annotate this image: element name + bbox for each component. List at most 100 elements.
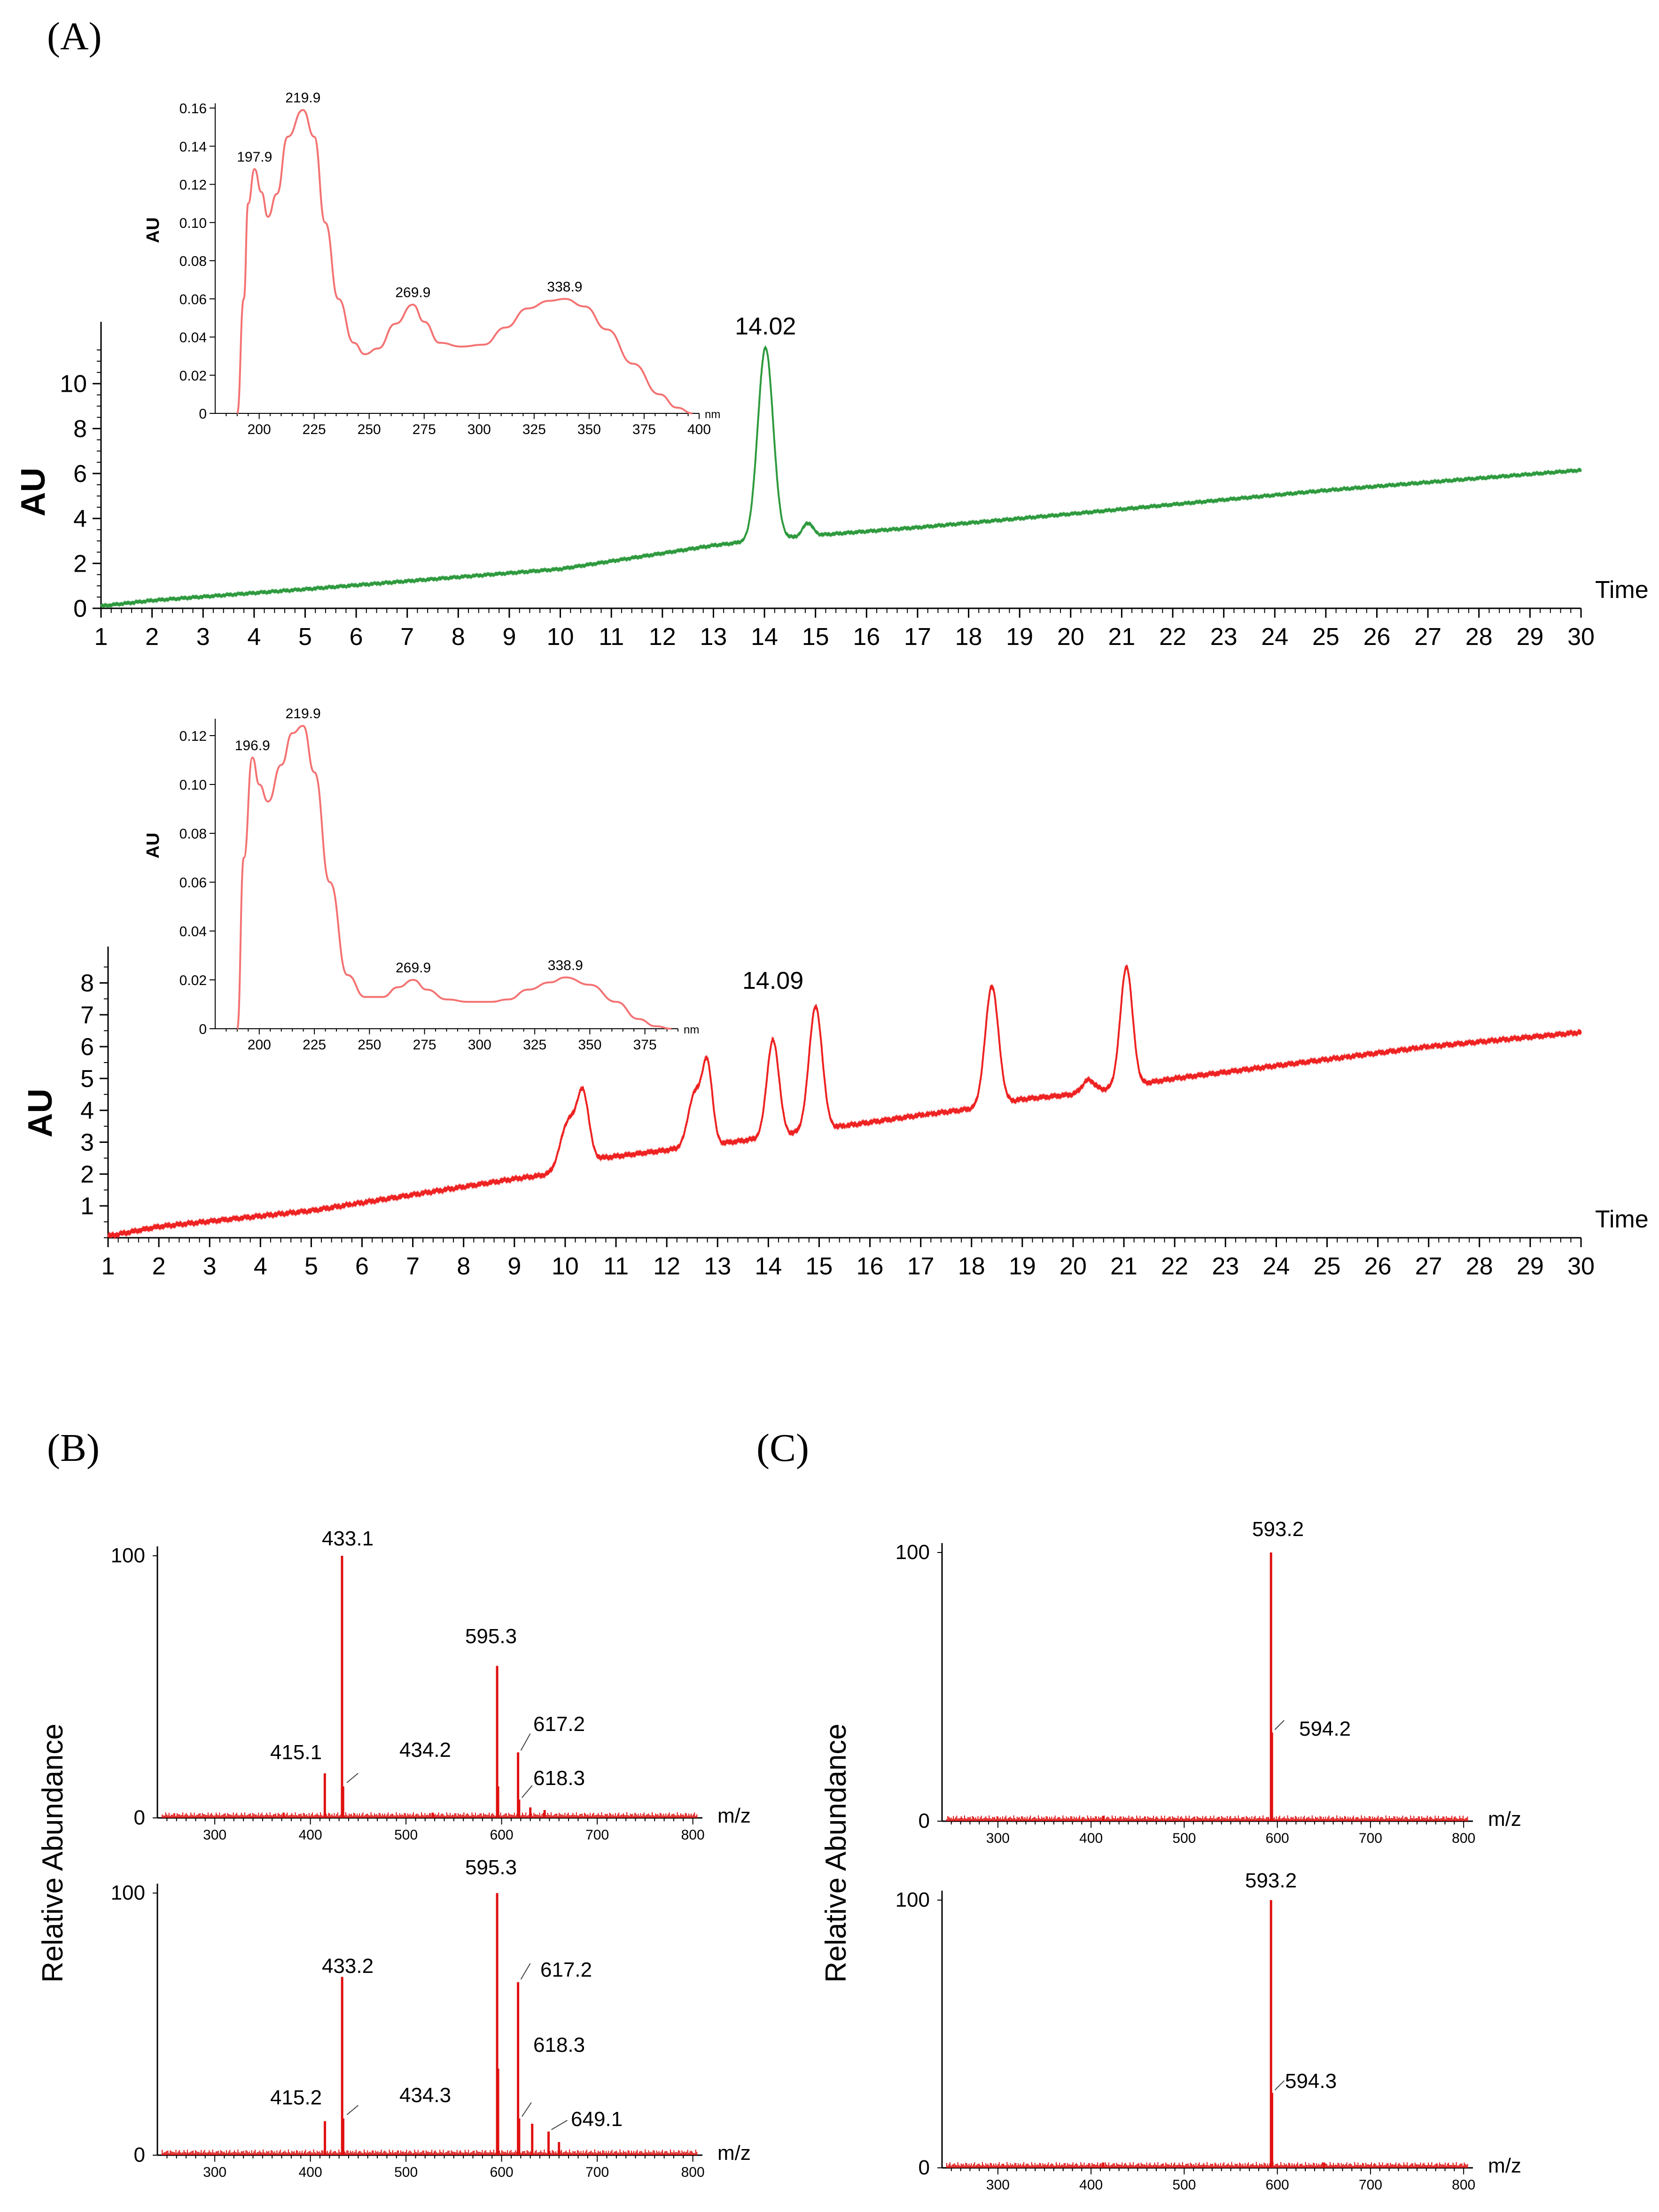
x-tick-label: 24	[1262, 1253, 1290, 1280]
mass-spectrum-ms_c_top: 300 400 500 600 700 800 0 100 m/z 593.2 594.2	[896, 1518, 1521, 1846]
ms-x-axis-title: m/z	[1488, 1808, 1521, 1831]
x-tick-label: 4	[254, 1253, 267, 1280]
ms-label-leader	[520, 1963, 531, 1980]
x-tick-label: 10	[552, 1253, 579, 1280]
x-axis-title: Time	[1595, 1206, 1649, 1233]
x-tick-label: 17	[907, 1253, 935, 1280]
ms-x-tick-label: 800	[681, 1827, 705, 1843]
ms-label-leader	[522, 2102, 532, 2117]
ms-x-tick-label: 700	[1359, 2177, 1382, 2193]
uv-y-tick-label: 0.08	[179, 826, 207, 842]
uv-x-tick-label: 275	[413, 1037, 436, 1053]
ms-peak-label: 434.2	[399, 1739, 451, 1762]
ms-x-tick-label: 300	[203, 1827, 226, 1843]
ms-peak-label: 415.2	[270, 2086, 322, 2109]
x-tick-label: 11	[599, 623, 624, 651]
x-tick-label: 27	[1415, 1253, 1442, 1280]
ms-x-tick-label: 400	[1079, 2177, 1103, 2193]
chromatogram-chrom_top: 1 2 3 4 5 6 7 8 9 10 11 12 13 14 15 16 17 18 19 20 21 22 23 24 2…	[15, 313, 1649, 651]
ms-noise	[946, 2162, 1468, 2168]
peak-label: 14.02	[735, 313, 796, 340]
x-tick-label: 1	[94, 623, 108, 651]
x-tick-label: 13	[704, 1253, 731, 1280]
x-tick-label: 9	[503, 623, 516, 651]
mass-spectrum-ms_b_top: 300 400 500 600 700 800 0 100 m/z 433.1 595.3 415.1…	[111, 1527, 751, 1843]
x-axis-title: Time	[1595, 576, 1649, 604]
uv-spectrum-uv_top: 200 225 250 275 300 325 350 375 400 0 0.02 0.04 0.06…	[143, 90, 720, 437]
y-tick-label: 6	[80, 1033, 94, 1061]
uv-x-tick-label: 250	[358, 1037, 381, 1053]
y-tick-label: 8	[73, 415, 87, 442]
uv-x-tick-label: 350	[577, 422, 601, 437]
ms-x-tick-label: 800	[681, 2165, 705, 2180]
ms-peak-label: 433.1	[322, 1527, 374, 1550]
uv-peak-label: 197.9	[237, 149, 272, 165]
chromatogram-trace	[100, 345, 1582, 609]
x-tick-label: 28	[1466, 1253, 1493, 1280]
x-tick-label: 20	[1059, 1253, 1087, 1280]
uv-y-tick-label: 0.04	[179, 330, 207, 346]
ms-x-tick-label: 500	[394, 1827, 418, 1843]
uv-y-tick-label: 0.02	[179, 973, 207, 988]
x-tick-label: 30	[1567, 1253, 1595, 1280]
ms-peak-label: 415.1	[270, 1741, 322, 1764]
uv-y-tick-label: 0.14	[179, 139, 207, 155]
ms-noise	[946, 1815, 1468, 1821]
x-tick-label: 21	[1110, 1253, 1137, 1280]
x-tick-label: 3	[196, 623, 210, 651]
ms-x-tick-label: 700	[585, 1827, 609, 1843]
x-tick-label: 12	[653, 1253, 680, 1280]
uv-x-tick-label: 375	[632, 422, 656, 437]
ms-y-tick-label: 100	[111, 1881, 145, 1904]
x-tick-label: 23	[1210, 623, 1238, 651]
ms-peak-label: 594.3	[1285, 2070, 1337, 2093]
y-axis-title: AU	[22, 1089, 59, 1138]
uv-y-tick-label: 0.16	[179, 101, 207, 116]
ms-label-leader	[522, 1785, 533, 1798]
ms-x-tick-label: 300	[203, 2165, 226, 2180]
x-tick-label: 26	[1363, 623, 1391, 651]
x-tick-label: 25	[1314, 1253, 1341, 1280]
uv-x-tick-label: 250	[358, 422, 381, 437]
x-tick-label: 5	[298, 623, 312, 651]
ms-x-tick-label: 800	[1452, 2177, 1475, 2193]
uv-y-tick-label: 0.04	[179, 924, 207, 939]
ms-peak-label: 434.3	[399, 2084, 451, 2107]
plot-area: 1 2 3 4 5 6 7 8 9 10 11 12 13 14 15 16 17 18 19 20 21 22 23 24 2…	[15, 90, 1649, 2193]
x-tick-label: 24	[1261, 623, 1288, 651]
uv-x-tick-label: 300	[468, 1037, 491, 1053]
x-tick-label: 10	[547, 623, 574, 651]
ms-label-leader	[1274, 2080, 1285, 2091]
ms-y-tick-label: 0	[919, 1809, 930, 1832]
uv-peak-label: 338.9	[547, 279, 582, 295]
y-tick-label: 1	[80, 1193, 94, 1220]
x-tick-label: 18	[955, 623, 982, 651]
ms-peak-label: 594.2	[1299, 1717, 1351, 1740]
y-tick-label: 6	[73, 460, 87, 488]
x-tick-label: 20	[1057, 623, 1084, 651]
x-tick-label: 27	[1414, 623, 1441, 651]
x-tick-label: 4	[247, 623, 261, 651]
uv-x-tick-label: 225	[303, 422, 326, 437]
x-tick-label: 25	[1312, 623, 1340, 651]
x-tick-label: 19	[1006, 623, 1033, 651]
y-tick-label: 3	[80, 1129, 94, 1156]
uv-peak-label: 269.9	[395, 285, 430, 300]
y-axis-title: AU	[15, 468, 52, 517]
x-tick-label: 28	[1465, 623, 1493, 651]
x-tick-label: 5	[304, 1253, 318, 1280]
mass-spectrum-ms_b_bottom: 300 400 500 600 700 800 0 100 m/z 595.3 433.2 617.2…	[111, 1856, 751, 2180]
x-tick-label: 8	[457, 1253, 470, 1280]
ms-peak-label: 649.1	[571, 2108, 623, 2131]
uv-y-tick-label: 0	[199, 1022, 207, 1037]
x-tick-label: 9	[507, 1253, 521, 1280]
ms-x-tick-label: 600	[490, 1827, 514, 1843]
uv-x-tick-label: 375	[633, 1037, 657, 1053]
x-tick-label: 14	[755, 1253, 782, 1280]
y-tick-label: 5	[80, 1065, 94, 1093]
ms-x-tick-label: 600	[1266, 1831, 1289, 1846]
x-tick-label: 21	[1108, 623, 1135, 651]
x-tick-label: 29	[1516, 623, 1543, 651]
uv-x-tick-label: 400	[687, 422, 711, 437]
ms-b-y-axis-title: Relative Abundance	[37, 1723, 69, 1983]
